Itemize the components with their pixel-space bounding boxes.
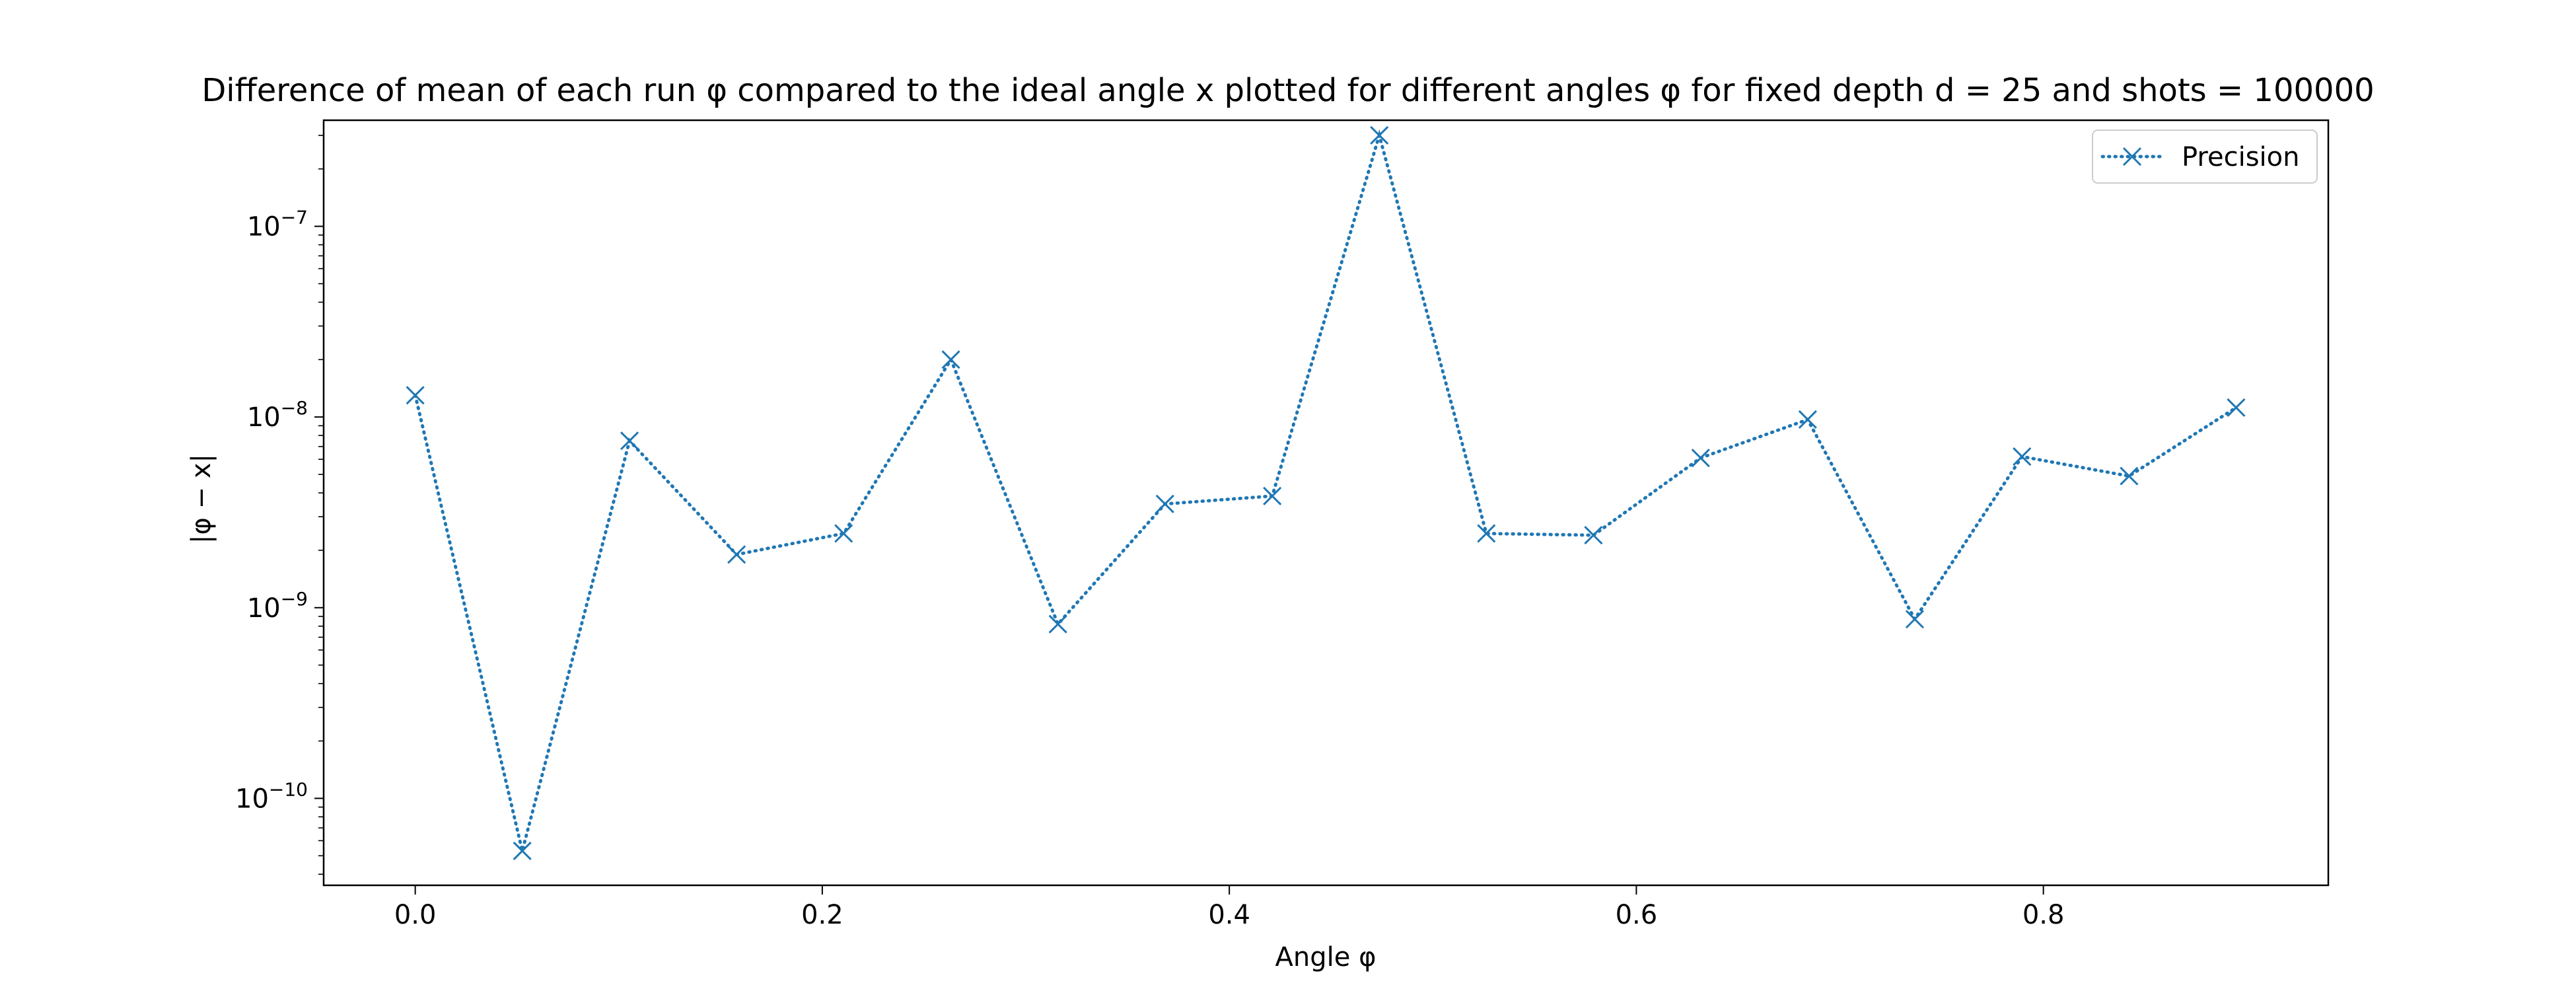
data-point-marker — [2227, 398, 2246, 418]
chart-title: Difference of mean of each run φ compare… — [201, 72, 2374, 109]
y-tick-label: 10−9 — [247, 588, 308, 624]
data-point-marker — [620, 431, 639, 451]
x-tick-label: 0.6 — [1616, 900, 1658, 930]
data-point-marker — [1798, 410, 1817, 429]
data-point-marker — [406, 386, 425, 405]
data-point-marker — [1584, 525, 1603, 545]
legend: Precision — [2092, 129, 2318, 184]
axes: 0.0 0.2 0.4 0.6 0.8 10−10 10−9 10−8 10−7 — [235, 119, 2330, 930]
x-tick-label: 0.2 — [801, 900, 843, 930]
series-precision — [406, 126, 2246, 861]
data-point-marker — [1905, 610, 1924, 629]
data-point-marker — [727, 545, 746, 564]
legend-label: Precision — [2182, 142, 2299, 172]
legend-marker — [2122, 147, 2142, 166]
data-point-marker — [834, 524, 853, 543]
data-point-marker — [1691, 449, 1710, 468]
series-line — [413, 129, 2238, 852]
y-tick-label: 10−10 — [235, 778, 308, 814]
data-point-marker — [1477, 524, 1496, 543]
data-point-marker — [1048, 614, 1067, 634]
x-axis-label: Angle φ — [1275, 942, 1377, 973]
data-point-marker — [941, 350, 960, 369]
y-axis-label: |φ − x| — [186, 454, 217, 544]
data-point-marker — [2120, 466, 2139, 486]
data-point-marker — [2013, 447, 2032, 466]
x-tick-label: 0.0 — [394, 900, 437, 930]
x-tick-label: 0.4 — [1208, 900, 1250, 930]
x-tick-label: 0.8 — [2022, 900, 2065, 930]
data-point-marker — [1263, 486, 1282, 505]
y-tick-label: 10−7 — [247, 207, 308, 242]
plot-frame — [322, 119, 2330, 887]
legend-box — [2092, 129, 2318, 184]
data-point-marker — [1155, 494, 1174, 513]
y-tick-label: 10−8 — [247, 397, 308, 433]
data-point-marker — [513, 841, 532, 861]
data-point-marker — [1370, 126, 1389, 145]
